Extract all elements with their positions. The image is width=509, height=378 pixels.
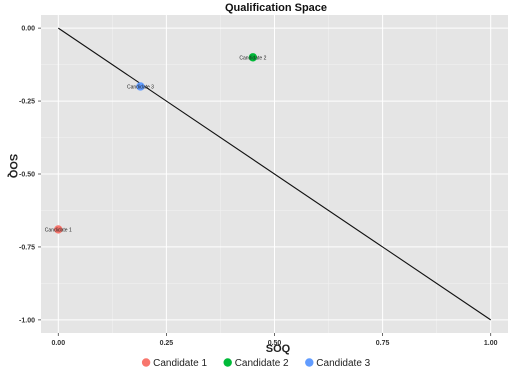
x-axis-label: SOQ [266,343,291,355]
x-tick-label: 0.25 [160,340,174,347]
legend-label-candidate-2: Candidate 2 [235,358,289,369]
data-point-candidate-2 [248,53,258,62]
y-tick-label: -1.00 [19,317,35,324]
y-axis-label: SOQ [7,154,19,179]
chart-title: Qualification Space [225,2,327,14]
x-tick-label: 1.00 [484,340,498,347]
y-tick-label: 0.00 [21,26,35,33]
x-axis-ticks: 0.00 0.25 0.50 0.75 1.00 [51,333,498,347]
legend-key-candidate-2 [223,358,232,367]
legend: Candidate 1 Candidate 2 Candidate 3 [141,358,371,369]
y-tick-label: -0.25 [19,99,35,106]
point-label-candidate-3: Candidate 3 [127,84,154,90]
data-point-candidate-1 [54,225,63,234]
point-label-candidate-1: Candidate 1 [45,227,72,233]
x-tick-label: 0.50 [268,340,282,347]
legend-label-candidate-1: Candidate 1 [153,358,207,369]
data-points: Candidate 1 Candidate 2 Candidate 3 [45,53,267,234]
legend-key-candidate-1 [141,358,151,367]
y-tick-label: -0.50 [19,172,35,179]
x-tick-label: 0.00 [51,340,65,347]
y-tick-label: -0.75 [19,244,35,251]
point-label-candidate-2: Candidate 2 [239,55,266,61]
y-axis-ticks: 0.00 -0.25 -0.50 -0.75 -1.00 [19,26,41,324]
legend-label-candidate-3: Candidate 3 [316,358,370,369]
data-point-candidate-3 [136,82,145,91]
legend-key-candidate-3 [305,358,314,367]
x-tick-label: 0.75 [376,340,390,347]
reference-line [57,27,492,321]
